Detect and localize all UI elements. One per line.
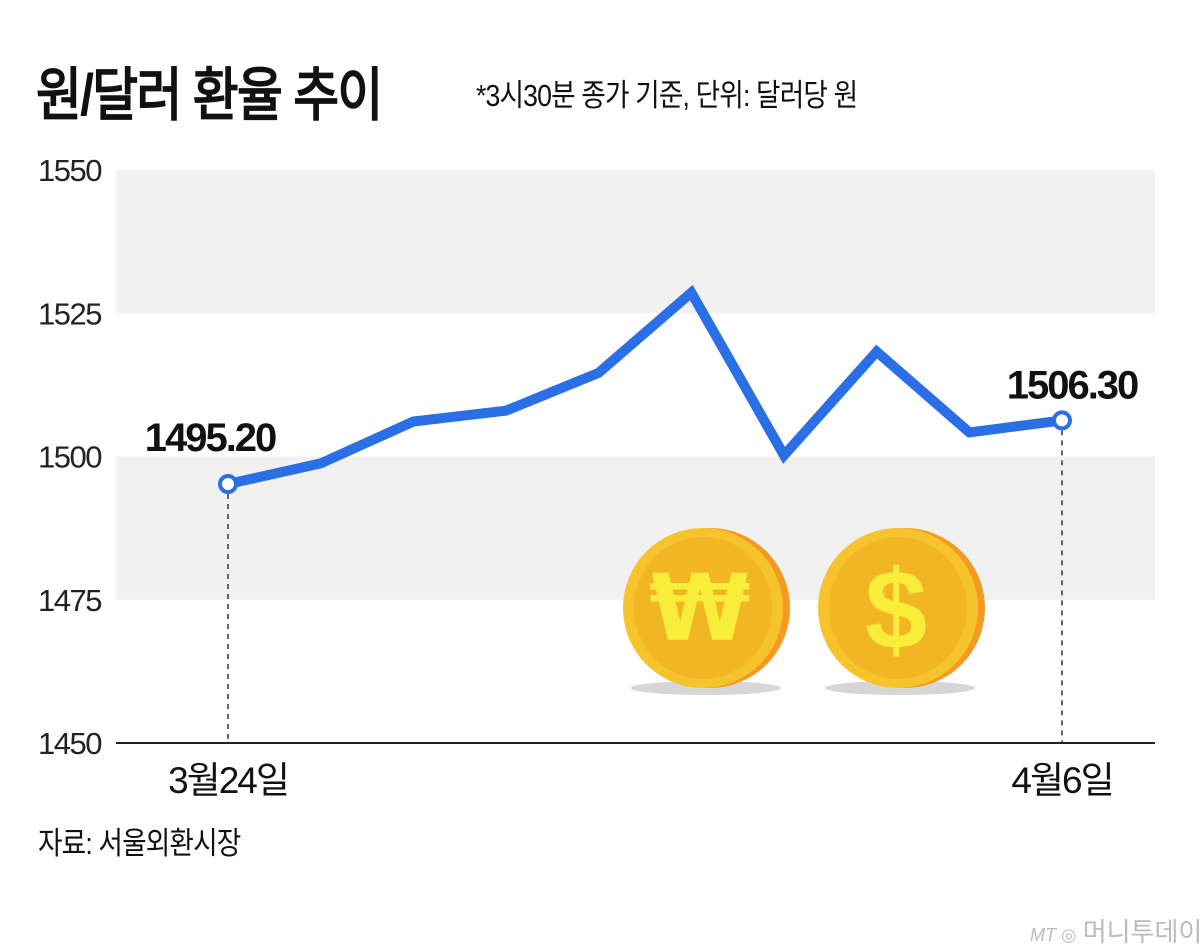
y-tick-label: 1550 (38, 153, 102, 188)
grid-band (116, 170, 1155, 314)
x-tick-label: 4월6일 (1011, 760, 1112, 801)
source-note: 자료: 서울외환시장 (38, 826, 241, 861)
svg-text:₩: ₩ (649, 555, 750, 662)
publisher-logo: MT ◎ 머니투데이 (1030, 912, 1200, 949)
dollar-coin-icon: $ (818, 528, 985, 695)
data-point (1052, 410, 1072, 431)
y-tick-label: 1450 (38, 726, 102, 761)
y-tick-label: 1525 (38, 296, 101, 331)
won-coin-icon: ₩ (623, 528, 790, 695)
data-label: 1495.20 (145, 416, 276, 460)
svg-text:$: $ (865, 547, 927, 672)
chart-title: 원/달러 환율 추이 (36, 63, 383, 128)
logo-text: 머니투데이 (1082, 917, 1200, 947)
exchange-rate-line (226, 284, 1063, 489)
y-tick-label: 1500 (38, 440, 102, 475)
chart-subtitle: *3시30분 종가 기준, 단위: 달러당 원 (476, 78, 858, 113)
y-tick-label: 1475 (38, 583, 101, 618)
data-point (218, 474, 238, 495)
x-tick-label: 3월24일 (168, 760, 288, 801)
data-label: 1506.30 (1007, 363, 1138, 407)
